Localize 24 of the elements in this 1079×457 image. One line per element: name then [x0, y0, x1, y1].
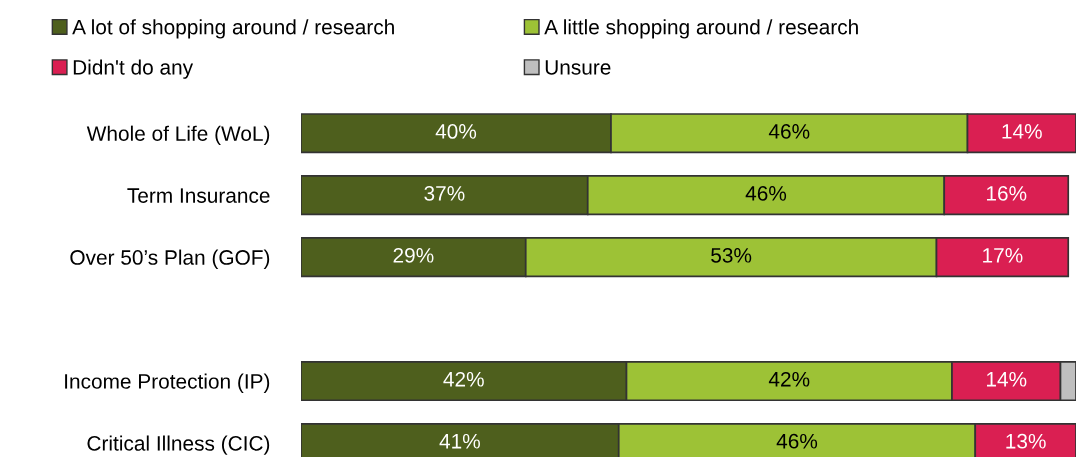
data-label: 40% — [435, 124, 477, 139]
data-label: 13% — [1006, 433, 1046, 449]
y-tick-label: Income Protection (IP) — [65, 373, 270, 393]
data-label: 41% — [439, 433, 480, 449]
data-label: 16% — [986, 185, 1027, 201]
legend-label: A lot of shopping around / research — [72, 19, 394, 39]
data-label: 14% — [986, 371, 1027, 387]
data-label: 46% — [776, 433, 818, 449]
y-tick-label: Over 50’s Plan (GOF) — [70, 249, 270, 269]
data-label: 46% — [745, 185, 787, 201]
data-label: 53% — [711, 247, 752, 263]
y-tick-label: Term Insurance — [127, 188, 270, 203]
y-tick-label: Critical Illness (CIC) — [87, 435, 270, 455]
legend-label: Unsure — [545, 60, 611, 75]
data-label: 17% — [983, 248, 1023, 263]
legend-label: A little shopping around / research — [544, 19, 858, 39]
data-label: 14% — [1002, 124, 1042, 139]
data-label: 46% — [768, 124, 810, 139]
data-label: 29% — [393, 247, 434, 263]
data-label: 37% — [424, 185, 465, 201]
data-label: 42% — [768, 371, 810, 387]
legend-label: Didn't do any — [73, 59, 194, 79]
data-label: 42% — [443, 371, 484, 387]
y-tick-label: Whole of Life (WoL) — [86, 125, 270, 146]
